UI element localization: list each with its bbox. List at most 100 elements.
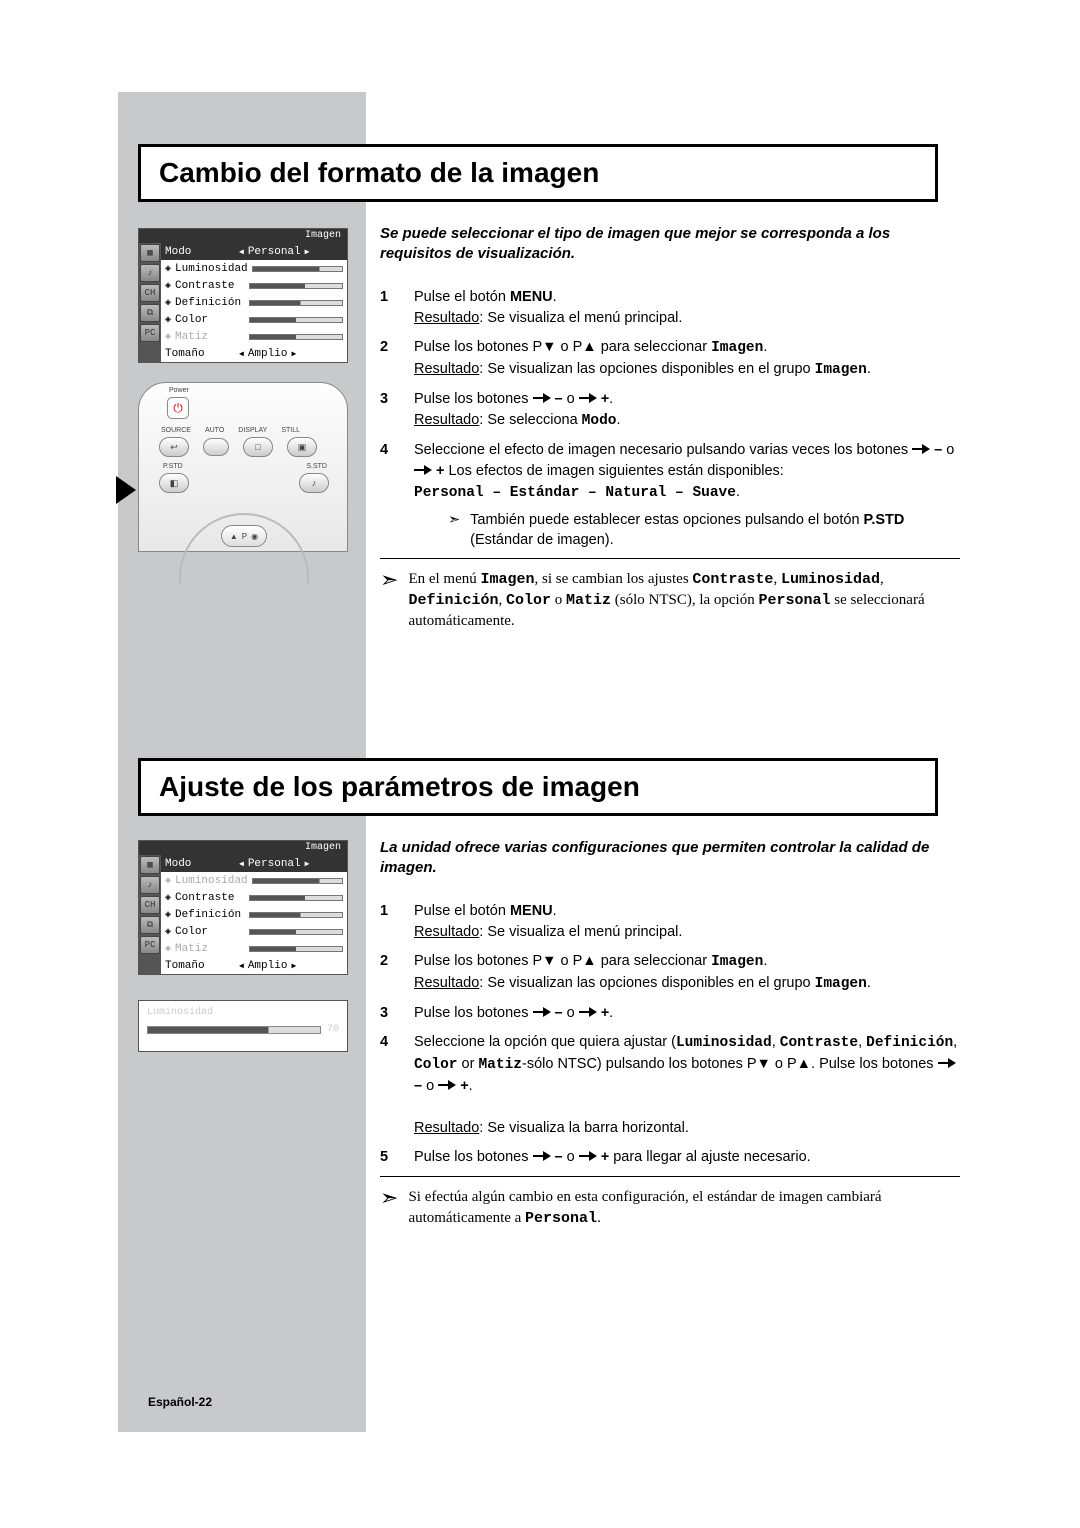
vol-minus-icon [533,393,555,403]
osd2-row-definicion: ◈Definición [161,906,347,923]
remote-still-button: ▣ [287,437,317,457]
osd-row-label: Contraste [175,280,245,292]
result-label: Resultado [414,924,479,940]
step-text: Pulse los botones P▼ o P▲ para seleccion… [414,953,711,969]
remote-label: DISPLAY [238,427,267,434]
mono-text: Imagen [711,340,763,356]
remote-power-button: ⏻ [167,397,189,419]
mono-text: Personal [525,1210,597,1227]
mono-text: Color [506,592,551,609]
result-text: : Se visualizan las opciones disponibles… [479,975,814,991]
mono-text: Modo [582,413,617,429]
luminosidad-panel: Luminosidad 70 [138,1000,348,1052]
osd-row-label: Modo [165,858,235,870]
step-bold: + [460,1078,468,1094]
remote-display-button: □ [243,437,273,457]
section1-intro: Se puede seleccionar el tipo de imagen q… [380,224,960,265]
osd-row-label: Color [175,314,245,326]
mono-text: Matiz [478,1057,522,1073]
step-bold: MENU [510,289,553,305]
step-text: . [616,412,620,428]
remote-sstd-label: S.STD [306,463,327,470]
result-label: Resultado [414,310,479,326]
osd-row-label: Tomaño [165,960,235,972]
s2-step-4: 4 Seleccione la opción que quiera ajusta… [380,1032,960,1139]
bullet-icon: ◈ [165,926,171,938]
up-arrow-icon: ▲ [230,532,238,541]
step-text: o [563,391,579,407]
lumibox-label: Luminosidad [147,1007,339,1018]
result-text: : Se visualiza el menú principal. [479,924,682,940]
osd-row-value: Amplio [248,348,288,360]
note-text: Si efectúa algún cambio en esta configur… [408,1189,881,1226]
bullet-icon: ◈ [165,331,171,343]
osd-bar [252,878,343,884]
step-text: Los efectos de imagen siguientes están d… [444,463,783,479]
left-arrow-icon: ◀ [239,961,244,971]
osd1-row-matiz: ◈Matiz [161,328,347,345]
result-label: Resultado [414,1120,479,1136]
mono-text: Color [414,1057,458,1073]
step-bold: – [555,1149,563,1165]
page-number: Español-22 [148,1395,212,1409]
vol-plus-icon [579,393,601,403]
step-text: o [563,1005,579,1021]
step-bold: + [601,1149,609,1165]
note-text: , [880,571,884,587]
mono-text: Personal [758,592,830,609]
section2-content: La unidad ofrece varias configuraciones … [380,838,960,1229]
mono-text: Contraste [692,571,773,588]
osd2-row-contraste: ◈Contraste [161,889,347,906]
left-arrow-icon: ◀ [239,349,244,359]
result-text: : Se visualizan las opciones disponibles… [479,361,814,377]
osd1-row-color: ◈Color [161,311,347,328]
lumibox-bar [147,1026,321,1034]
mono-text: Imagen [481,571,535,588]
osd2-row-color: ◈Color [161,923,347,940]
step-bold: P.STD [864,512,905,528]
step-text: . [609,1005,613,1021]
osd-icon: CH [140,896,160,914]
step-text: . [763,339,767,355]
step-bold: + [601,1005,609,1021]
osd-icon: ⧉ [140,916,160,934]
note-text: o [551,592,566,608]
note-text: . [597,1210,601,1226]
step-text: . [867,975,871,991]
osd1-row-tomano: Tomaño ◀ Amplio ▶ [161,345,347,362]
vol-plus-icon [579,1007,601,1017]
mono-text: Matiz [566,592,611,609]
page: Cambio del formato de la imagen Imagen ▦… [0,0,1080,1528]
step-text: . [763,953,767,969]
rec-icon: ◉ [251,532,258,541]
remote-control: Power ⏻ SOURCE AUTO DISPLAY STILL ↩ □ ▣ … [138,382,348,552]
osd1-row-definicion: ◈Definición [161,294,347,311]
note-text: , [498,592,506,608]
right-arrow-icon: ▶ [291,961,296,971]
osd2-row-matiz: ◈ Matiz [161,940,347,957]
osd-row-label: Luminosidad [175,875,248,887]
osd-row-label: Matiz [175,943,245,955]
result-label: Resultado [414,412,479,428]
step-text: Pulse los botones [414,1149,533,1165]
osd-row-label: Definición [175,909,245,921]
osd-row-label: Definición [175,297,245,309]
mono-text: Luminosidad [676,1035,772,1051]
osd-row-label: Modo [165,246,235,258]
bullet-icon: ◈ [165,943,171,955]
osd-bar [249,929,343,935]
bullet-icon: ◈ [165,280,171,292]
step-bold: – [555,1005,563,1021]
mono-text: Contraste [780,1035,858,1051]
remote-label: STILL [281,427,300,434]
osd-menu-2: Imagen ▦ ♪ CH ⧉ PC Modo ◀ Personal ▶ ◈Lu… [138,840,348,975]
mono-text: Definición [866,1035,953,1051]
s2-step-2: 2 Pulse los botones P▼ o P▲ para selecci… [380,951,960,995]
step-bold: – [555,391,563,407]
hand-icon: ➣ [380,569,398,632]
step-text: Pulse los botones [414,1005,533,1021]
note-text: , si se cambian los ajustes [535,571,693,587]
osd-bar [252,266,343,272]
sub-note: ➣ También puede establecer estas opcione… [448,510,960,551]
remote-pad-label: P [242,532,247,541]
